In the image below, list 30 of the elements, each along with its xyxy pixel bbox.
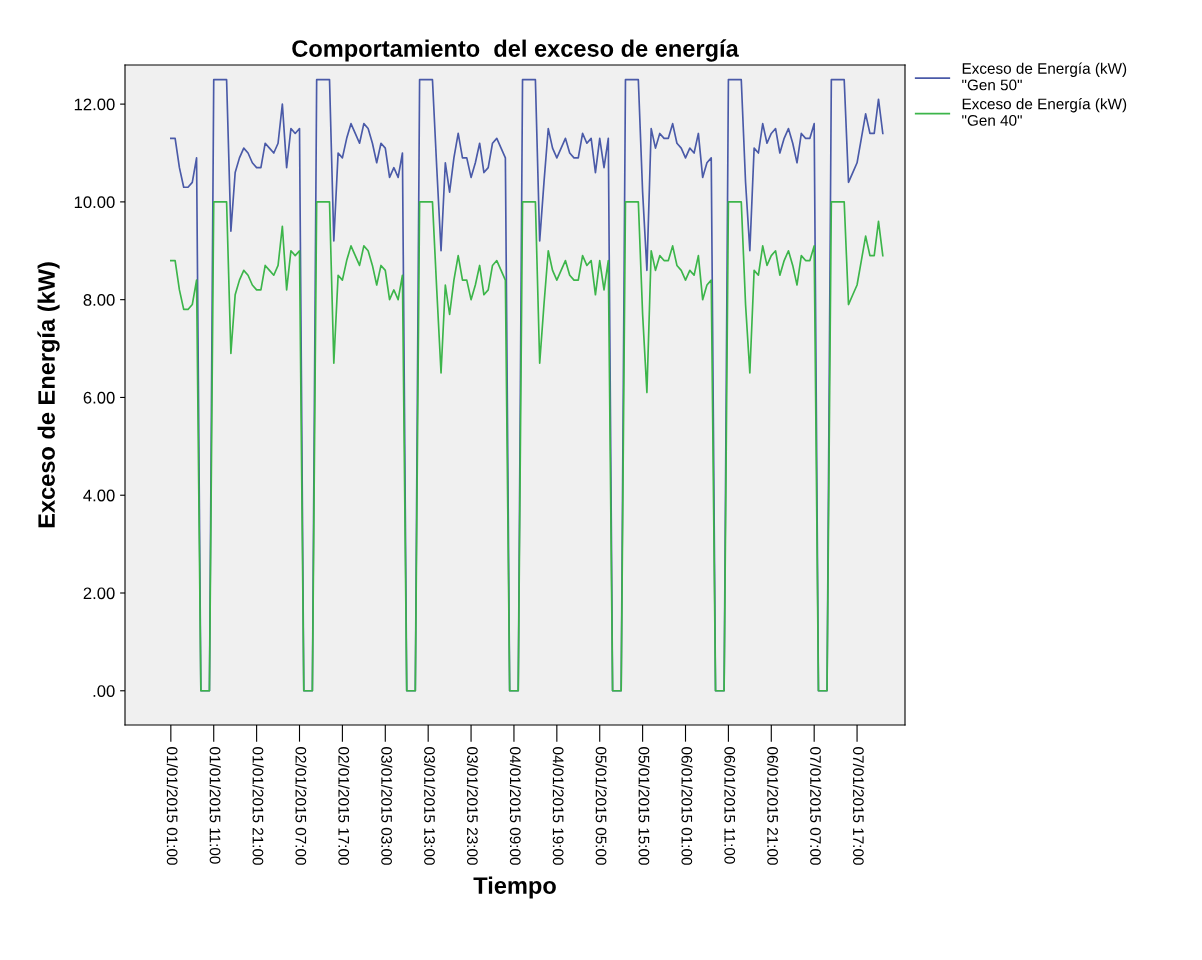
x-axis-title: Tiempo [473, 876, 556, 899]
y-tick-label: 10.00 [74, 196, 115, 209]
x-tick-label: 02/01/2015 07:00 [295, 747, 307, 865]
x-tick-label: 05/01/2015 15:00 [638, 747, 650, 865]
x-tick-label: 03/01/2015 23:00 [466, 747, 479, 865]
line-series [170, 201, 884, 692]
x-tick-label: 04/01/2015 09:00 [509, 747, 522, 865]
x-tick-label: 01/01/2015 11:00 [209, 747, 221, 864]
x-tick-label: 06/01/2015 01:00 [681, 747, 693, 865]
x-tick-label: 03/01/2015 13:00 [424, 747, 436, 865]
y-tick-label: 8.00 [83, 294, 115, 306]
x-tick-label: 06/01/2015 11:00 [724, 747, 736, 864]
x-tick-label: 07/01/2015 17:00 [852, 747, 865, 865]
y-tick-label: 6.00 [83, 391, 115, 404]
x-tick-label: 05/01/2015 05:00 [595, 747, 607, 865]
legend-label: Exceso de Energía (kW) "Gen 50" [962, 62, 1127, 91]
y-tick-label: .00 [93, 685, 115, 697]
x-tick-label: 07/01/2015 07:00 [810, 747, 822, 865]
y-tick-label: 12.00 [74, 98, 115, 111]
x-tick-label: 04/01/2015 19:00 [552, 747, 564, 865]
y-tick-label: 4.00 [83, 489, 115, 502]
chart-title: Comportamiento del exceso de energía [292, 39, 739, 62]
x-tick-label: 03/01/2015 03:00 [381, 747, 393, 865]
x-tick-label: 01/01/2015 01:00 [166, 747, 178, 865]
x-tick-label: 06/01/2015 21:00 [767, 747, 779, 865]
legend-label: Exceso de Energía (kW) "Gen 40" [962, 97, 1127, 126]
y-tick-label: 2.00 [83, 587, 115, 600]
y-axis-title: Exceso de Energía (kW) [37, 262, 60, 528]
x-tick-label: 02/01/2015 17:00 [338, 747, 350, 865]
x-tick-label: 01/01/2015 21:00 [252, 747, 264, 865]
